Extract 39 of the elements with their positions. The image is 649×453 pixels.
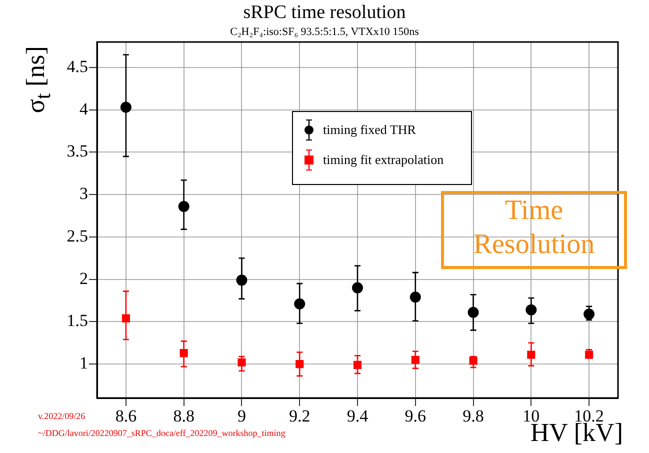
point bbox=[238, 358, 246, 366]
point bbox=[411, 356, 420, 364]
chart-title: sRPC time resolution bbox=[242, 2, 407, 24]
point bbox=[122, 314, 130, 322]
point bbox=[468, 306, 479, 318]
chart-subtitle: C₂H₂F₄:iso:SF₆ 93.5:5:1.5, VTXx10 150ns bbox=[229, 26, 420, 38]
point bbox=[178, 200, 190, 212]
x-tick-label: 9.2 bbox=[288, 406, 310, 426]
point bbox=[120, 102, 132, 113]
point bbox=[236, 274, 248, 286]
x-tick-label: 9.8 bbox=[462, 406, 484, 426]
point bbox=[410, 292, 421, 303]
text: ~/DDG/lavori/20220907_sRPC_doca/eff_202209_workshop_timing bbox=[38, 428, 286, 438]
point bbox=[296, 360, 304, 368]
y-tick-label: 3 bbox=[80, 184, 88, 204]
y-tick-label: 1 bbox=[80, 354, 88, 373]
point bbox=[584, 308, 595, 320]
x-tick-label: 9 bbox=[237, 406, 246, 426]
point bbox=[527, 350, 536, 359]
x-tick-label: 8.6 bbox=[115, 406, 137, 426]
x-tick-label: 8.8 bbox=[173, 406, 194, 426]
point bbox=[352, 282, 363, 294]
y-tick-label: 4.5 bbox=[66, 56, 88, 76]
text: v.2022/09/26 bbox=[38, 411, 86, 421]
legend-label: timing fixed THR bbox=[323, 122, 416, 138]
point bbox=[526, 304, 537, 316]
point bbox=[180, 349, 188, 358]
x-tick-label: 9.6 bbox=[404, 406, 426, 426]
annotation: Time Resolution bbox=[441, 191, 627, 269]
y-tick-label: 1.5 bbox=[66, 311, 88, 330]
x-tick-label: 9.4 bbox=[346, 406, 369, 426]
y-tick-label: 3.5 bbox=[66, 142, 88, 161]
point bbox=[469, 356, 478, 365]
point bbox=[294, 298, 306, 310]
y-tick-label: 2 bbox=[80, 268, 88, 288]
y-tick-label: 4 bbox=[80, 99, 88, 118]
point bbox=[353, 360, 362, 369]
y-tick-label: 2.5 bbox=[66, 226, 88, 246]
legend-label: timing fit extrapolation bbox=[323, 152, 444, 168]
